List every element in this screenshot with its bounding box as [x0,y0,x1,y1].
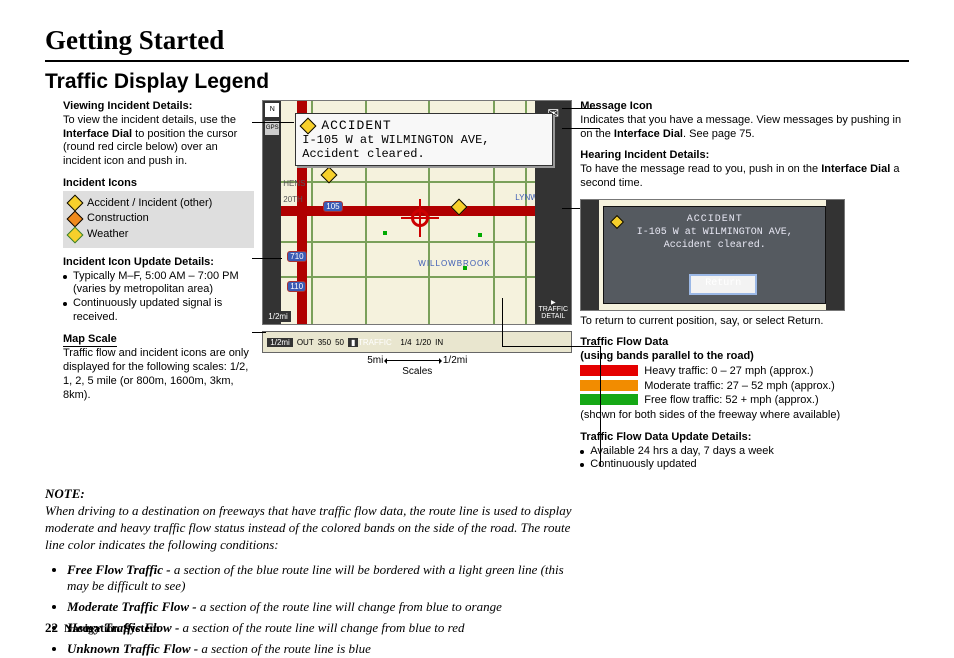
north-icon: N [265,103,279,117]
rpop-l2: I-105 W at WILMINGTON AVE, [618,226,811,239]
note-b2-bold: Moderate Traffic Flow - [67,599,200,614]
note-b4-bold: Unknown Traffic Flow - [67,641,201,656]
scalebar-120: 1/20 [416,338,432,347]
note-b1-bold: Free Flow Traffic - [67,562,174,577]
note-b4-text: a section of the route line is blue [201,641,371,656]
mapscale-hdr: Map Scale [63,333,117,348]
incident-icons-legend: Accident / Incident (other) Construction… [63,191,254,248]
accident-label: Accident / Incident (other) [87,197,212,211]
right-map-screenshot: ACCIDENT I-105 W at WILMINGTON AVE, Acci… [580,199,845,311]
city-willowbrook: WILLOWBROOK [418,259,490,268]
popup-title: ACCIDENT [321,118,391,133]
detail-label: DETAIL [535,313,571,320]
viewing-text-a: To view the incident details, use the [63,114,236,126]
mapscale-text: Traffic flow and incident icons are only… [63,347,249,400]
swatch-free [580,394,638,405]
note-para: When driving to a destination on freeway… [45,503,577,554]
flow-update-b2: Continuously updated [590,458,696,472]
scalebar-14: 1/4 [400,338,411,347]
scalebar-traffic: TRAFFIC [358,338,392,347]
message-text-b: . See page 75. [683,128,755,140]
hearing-hdr: Hearing Incident Details: [580,149,709,161]
message-icon-hdr: Message Icon [580,100,652,112]
rpop-title: ACCIDENT [618,213,811,226]
gps-icon: GPS [265,121,279,135]
map-screenshot: 105 710 110 WILLOWBROOK LYNWOOD HENS 20T… [262,100,572,325]
scale-anno-right: 1/2mi [443,355,467,366]
scale-anno-caption: Scales [402,366,432,377]
footer-label: Navigation System [64,621,160,635]
right-column: Message Icon Indicates that you have a m… [580,100,909,480]
flow-heavy-label: Heavy traffic: 0 – 27 mph (approx.) [644,365,813,379]
city-20th: 20TH [283,195,303,204]
viewing-bold: Interface Dial [63,128,132,140]
scale-bar: 1/2mi OUT 350 50 ▮TRAFFIC 1/4 1/20 IN [262,331,572,353]
scalebar-50: 50 [335,338,344,347]
popup-line3: Accident cleared. [302,147,546,161]
right-popup: ACCIDENT I-105 W at WILMINGTON AVE, Acci… [603,206,826,304]
update-b1: Typically M–F, 5:00 AM – 7:00 PM (varies… [73,270,254,298]
scalebar-350: 350 [318,338,331,347]
note-hdr: NOTE: [45,486,577,503]
flow-update-b1: Available 24 hrs a day, 7 days a week [590,445,774,459]
traffic-label: TRAFFIC [535,306,571,313]
update-b2: Continuously updated signal is received. [73,297,254,325]
swatch-heavy [580,365,638,376]
flow-moderate-label: Moderate traffic: 27 – 52 mph (approx.) [644,380,835,394]
update-hdr: Incident Icon Update Details: [63,256,214,268]
scalebar-out: OUT [297,338,314,347]
accident-icon [67,195,84,212]
weather-label: Weather [87,228,128,242]
shield-105: 105 [323,201,342,212]
shield-710: 710 [287,251,306,262]
middle-column: 105 710 110 WILLOWBROOK LYNWOOD HENS 20T… [262,100,572,480]
swatch-moderate [580,380,638,391]
hearing-text-a: To have the message read to you, push in… [580,163,821,175]
construction-label: Construction [87,212,149,226]
return-text: To return to current position, say, or s… [580,315,909,329]
page-title: Getting Started [45,25,909,62]
scalebar-in: IN [435,338,443,347]
note-b2-text: a section of the route line will change … [200,599,502,614]
rpop-l3: Accident cleared. [618,239,811,252]
incident-popup: ACCIDENT I-105 W at WILMINGTON AVE, Acci… [295,113,553,166]
weather-icon [67,226,84,243]
flow-update-hdr: Traffic Flow Data Update Details: [580,431,751,443]
flow-footnote: (shown for both sides of the freeway whe… [580,409,909,423]
city-hens: HENS [283,179,305,188]
section-title: Traffic Display Legend [45,70,909,94]
page-number: 22 [45,620,58,635]
return-button[interactable]: Return [689,274,757,295]
incident-icons-hdr: Incident Icons [63,177,254,191]
shield-110: 110 [287,281,306,292]
construction-icon [67,211,84,228]
flow-free-label: Free flow traffic: 52 + mph (approx.) [644,394,818,408]
popup-line2: I-105 W at WILMINGTON AVE, [302,133,546,147]
map-left-sidebar: N GPS [263,101,281,324]
note-b3-text: a section of the route line will change … [183,620,465,635]
message-bold: Interface Dial [614,128,683,140]
flow-sub: (using bands parallel to the road) [580,350,909,364]
map-scale-chip: 1/2mi [265,311,291,322]
hearing-bold: Interface Dial [821,163,890,175]
page-footer: 22 Navigation System [45,620,160,636]
scalebar-chip: 1/2mi [267,338,293,347]
left-column: Viewing Incident Details: To view the in… [45,100,254,480]
flow-hdr: Traffic Flow Data [580,336,909,350]
scale-annotation: 5mi 1/2mi Scales [262,355,572,377]
viewing-hdr: Viewing Incident Details: [63,100,192,112]
